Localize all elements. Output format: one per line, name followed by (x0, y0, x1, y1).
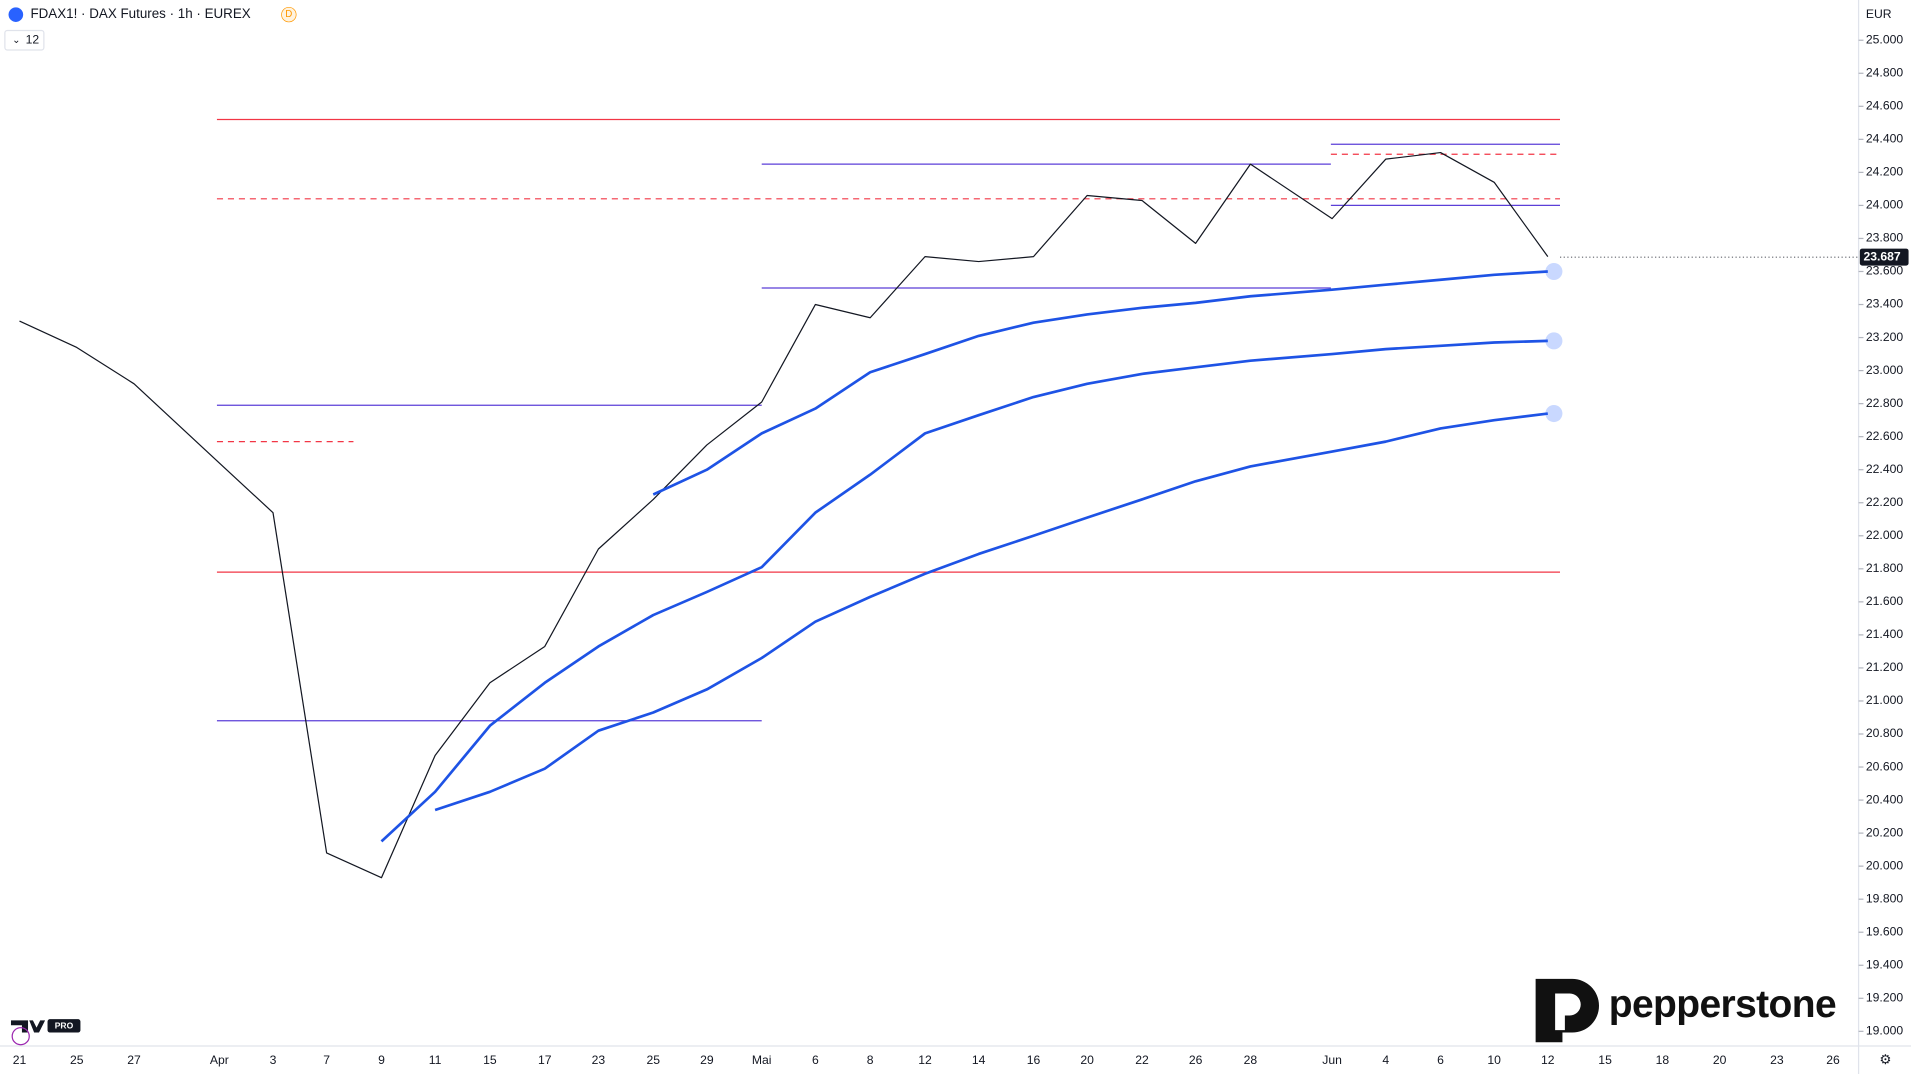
y-tick-label: 20.400 (1866, 792, 1903, 806)
x-tick-label: 12 (918, 1053, 932, 1067)
y-tick-label: 22.800 (1866, 396, 1903, 410)
y-tick-label: 21.200 (1866, 660, 1903, 674)
platform-badge: PRO (55, 1021, 74, 1031)
x-tick-label: 17 (538, 1053, 552, 1067)
x-tick-label: 20 (1713, 1053, 1727, 1067)
x-tick-label: 6 (1437, 1053, 1444, 1067)
vwap-line (652, 270, 1548, 496)
x-tick-label: 20 (1080, 1053, 1094, 1067)
y-tick-label: 19.400 (1866, 957, 1903, 971)
x-tick-label: 8 (867, 1053, 874, 1067)
settings-icon[interactable]: ⚙ (1879, 1052, 1891, 1067)
y-tick-label: 23.200 (1866, 330, 1903, 344)
indicator-chevron: ⌄ (12, 35, 20, 46)
tv-logo: PRO (10, 1019, 81, 1033)
y-tick-label: 22.400 (1866, 462, 1903, 476)
vwap-line (434, 412, 1548, 812)
y-tick-label: 19.200 (1866, 991, 1903, 1005)
y-tick-label: 24.000 (1866, 198, 1903, 212)
vwap-end-marker (1545, 262, 1563, 281)
y-tick-label: 22.200 (1866, 495, 1903, 509)
x-tick-label: Jun (1322, 1053, 1342, 1067)
y-tick-label: 21.800 (1866, 561, 1903, 575)
watermark-icon (11, 1027, 30, 1046)
x-tick-label: 7 (323, 1053, 330, 1067)
x-tick-label: Mai (752, 1053, 772, 1067)
y-tick-label: 24.400 (1866, 132, 1903, 146)
last-price-label: 23.687 (1863, 249, 1900, 263)
x-tick-label: 14 (972, 1053, 986, 1067)
x-tick-label: 9 (378, 1053, 385, 1067)
session-badge-bg (281, 6, 297, 23)
indicator-toggle[interactable] (4, 29, 45, 51)
y-tick-label: 19.800 (1866, 891, 1903, 905)
x-tick-label: 29 (700, 1053, 714, 1067)
currency-label[interactable]: EUR (1866, 7, 1892, 21)
x-tick-label: 16 (1027, 1053, 1041, 1067)
y-tick-label: 22.600 (1866, 429, 1903, 443)
x-tick-label: 26 (1189, 1053, 1203, 1067)
x-tick-label: 4 (1382, 1053, 1389, 1067)
y-tick-label: 23.000 (1866, 363, 1903, 377)
y-tick-label: 25.000 (1866, 32, 1903, 46)
y-tick-label: 22.000 (1866, 528, 1903, 542)
x-tick-label: 23 (592, 1053, 606, 1067)
x-tick-label: 11 (429, 1053, 442, 1067)
x-tick-label: 15 (483, 1053, 497, 1067)
symbol-icon (8, 7, 24, 22)
x-tick-label: Apr (210, 1053, 229, 1067)
session-badge: D (285, 9, 292, 20)
brand-logo: pepperstone (1535, 978, 1837, 1043)
y-tick-label: 24.200 (1866, 165, 1903, 179)
y-tick-label: 20.000 (1866, 858, 1903, 872)
y-tick-label: 23.800 (1866, 231, 1903, 245)
y-tick-label: 21.000 (1866, 693, 1903, 707)
x-tick-label: 18 (1656, 1053, 1670, 1067)
x-tick-label: 15 (1598, 1053, 1612, 1067)
y-tick-label: 24.800 (1866, 65, 1903, 79)
y-tick-label: 24.600 (1866, 99, 1903, 113)
y-tick-label: 20.600 (1866, 759, 1903, 773)
x-tick-label: 27 (127, 1053, 141, 1067)
x-tick-label: 26 (1826, 1053, 1840, 1067)
x-tick-label: 12 (1541, 1053, 1555, 1067)
price-line (19, 151, 1549, 879)
indicator-count: 12 (26, 32, 40, 46)
x-tick-label: 3 (270, 1053, 277, 1067)
x-tick-label: 25 (646, 1053, 660, 1067)
vwap-end-marker (1545, 405, 1563, 423)
y-tick-label: 23.600 (1866, 264, 1903, 278)
x-tick-label: 25 (70, 1053, 84, 1067)
y-tick-label: 20.800 (1866, 726, 1903, 740)
y-tick-label: 21.400 (1866, 627, 1903, 641)
y-tick-label: 20.200 (1866, 825, 1903, 839)
brand-name: pepperstone (1609, 983, 1836, 1026)
y-tick-label: 21.600 (1866, 594, 1903, 608)
y-tick-label: 19.000 (1866, 1024, 1903, 1038)
x-tick-label: 28 (1244, 1053, 1258, 1067)
vwap-end-marker (1545, 332, 1563, 350)
x-tick-label: 21 (13, 1053, 27, 1067)
x-tick-label: 6 (812, 1053, 819, 1067)
chart-title[interactable]: FDAX1! · DAX Futures · 1h · EUREX (30, 6, 250, 21)
x-tick-label: 22 (1135, 1053, 1149, 1067)
last-price-box (1859, 248, 1909, 266)
x-tick-label: 10 (1487, 1053, 1501, 1067)
y-tick-label: 23.400 (1866, 297, 1903, 311)
x-tick-label: 23 (1770, 1053, 1784, 1067)
vwap-line (380, 339, 1548, 843)
y-tick-label: 19.600 (1866, 924, 1903, 938)
